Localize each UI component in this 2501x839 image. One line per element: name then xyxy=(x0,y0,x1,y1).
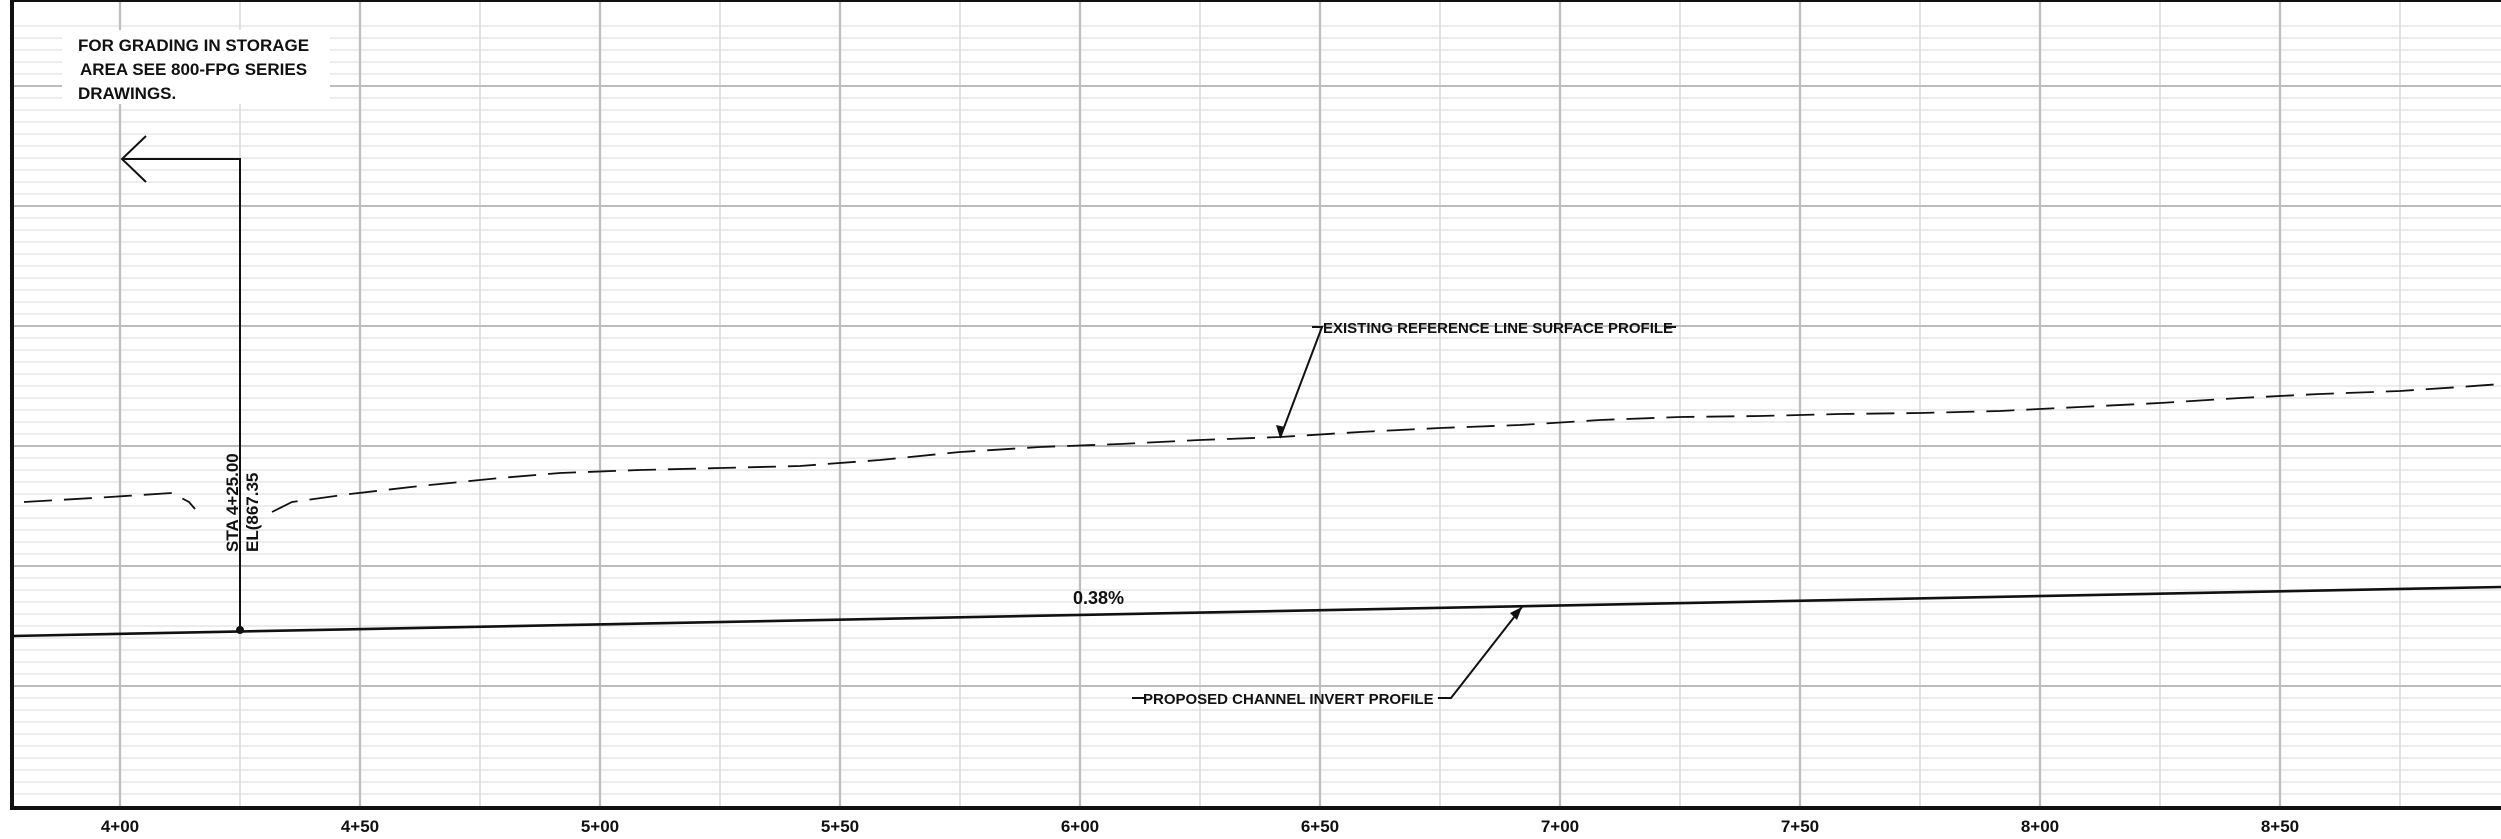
station-axis: 4+00 4+50 5+00 5+50 6+00 6+50 7+00 7+50 8+00 8+50 xyxy=(101,817,2299,836)
existing-surface-profile xyxy=(23,383,2501,513)
station-tick-label: 6+50 xyxy=(1301,817,1339,836)
existing-profile-leader-arrowhead xyxy=(1276,425,1285,438)
station-tick-label: 8+50 xyxy=(2261,817,2299,836)
minor-grid xyxy=(12,2,2501,806)
section-arrow-leader xyxy=(122,158,241,630)
station-tick-label: 4+00 xyxy=(101,817,139,836)
grade-label: 0.38% xyxy=(1073,588,1124,608)
station-tick-label: 5+00 xyxy=(581,817,619,836)
major-grid xyxy=(12,2,2501,806)
grading-note: FOR GRADING IN STORAGE AREA SEE 800-FPG … xyxy=(78,36,314,103)
section-arrow-head xyxy=(120,135,147,183)
existing-profile-label-group: EXISTING REFERENCE LINE SURFACE PROFILE xyxy=(1276,320,1676,439)
elevation-callout-text: EL(867.35 xyxy=(243,473,262,552)
proposed-profile-label-group: PROPOSED CHANNEL INVERT PROFILE xyxy=(1132,606,1523,708)
existing-profile-left-segment xyxy=(23,492,196,510)
existing-profile-label: EXISTING REFERENCE LINE SURFACE PROFILE xyxy=(1323,320,1673,337)
proposed-profile-leader-arrowhead xyxy=(1510,607,1522,620)
existing-profile-leader xyxy=(1279,326,1324,439)
station-elevation-callout: STA 4+25.00 EL(867.35 xyxy=(223,453,262,552)
station-tick-label: 5+50 xyxy=(821,817,859,836)
note-backdrop xyxy=(62,30,330,104)
station-tick-label: 4+50 xyxy=(341,817,379,836)
existing-profile-right-segment xyxy=(271,383,2501,513)
proposed-profile-leader xyxy=(1438,606,1523,699)
section-arrow xyxy=(120,135,241,630)
station-tick-label: 8+00 xyxy=(2021,817,2059,836)
station-callout-text: STA 4+25.00 xyxy=(223,453,242,552)
proposed-invert-profile xyxy=(11,585,2501,638)
grading-note-line-1: FOR GRADING IN STORAGE xyxy=(78,36,309,55)
grading-note-line-2: AREA SEE 800-FPG SERIES xyxy=(80,60,307,79)
station-tick-label: 7+00 xyxy=(1541,817,1579,836)
grading-note-line-3: DRAWINGS. xyxy=(78,84,176,103)
proposed-profile-label: PROPOSED CHANNEL INVERT PROFILE xyxy=(1143,691,1434,708)
station-tick-label: 6+00 xyxy=(1061,817,1099,836)
station-tick-label: 7+50 xyxy=(1781,817,1819,836)
